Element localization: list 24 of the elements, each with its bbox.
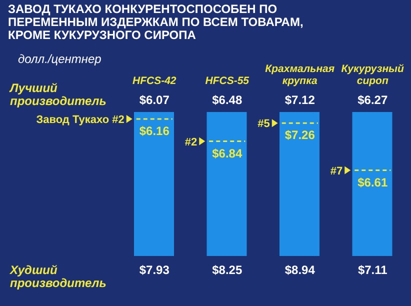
text: #5 (258, 118, 270, 130)
data-label: $7.12 (284, 93, 316, 107)
text: долл./центнер (18, 52, 102, 66)
text: Завод Тукахо #2 (36, 114, 124, 126)
category-label: Крахмальная крупка (265, 63, 335, 87)
data-label: $6.61 (358, 175, 388, 190)
text: #2 (184, 136, 198, 148)
data-label: $6.27 (358, 93, 388, 107)
data-label: $6.48 (212, 93, 242, 107)
category-label: HFCS-42 (132, 75, 176, 87)
data-label: $8.25 (212, 263, 242, 277)
category-label: HFCS-55 (205, 75, 250, 87)
category-label: Кукурузный сироп (341, 63, 405, 87)
text: #7 (330, 165, 343, 178)
text: Худший производитель (9, 263, 106, 290)
data-label: $6.84 (212, 146, 242, 160)
data-label: $7.26 (284, 128, 316, 142)
text: ЗАВОД ТУКАХО КОНКУРЕНТОСПОСОБЕН ПО ПЕРЕМЕННЫМ ИЗДЕРЖКАМ ПО ВСЕМ ТОВАРАМ, КРОМЕ КУКУРУЗНОГО СИРОПА (8, 2, 304, 42)
text: Лучший производитель (9, 81, 106, 108)
data-label: $8.94 (284, 263, 316, 277)
data-label: $6.16 (139, 124, 170, 138)
data-label: $7.11 (358, 263, 388, 277)
data-label: $6.07 (139, 93, 170, 107)
data-label: $7.93 (139, 263, 170, 277)
